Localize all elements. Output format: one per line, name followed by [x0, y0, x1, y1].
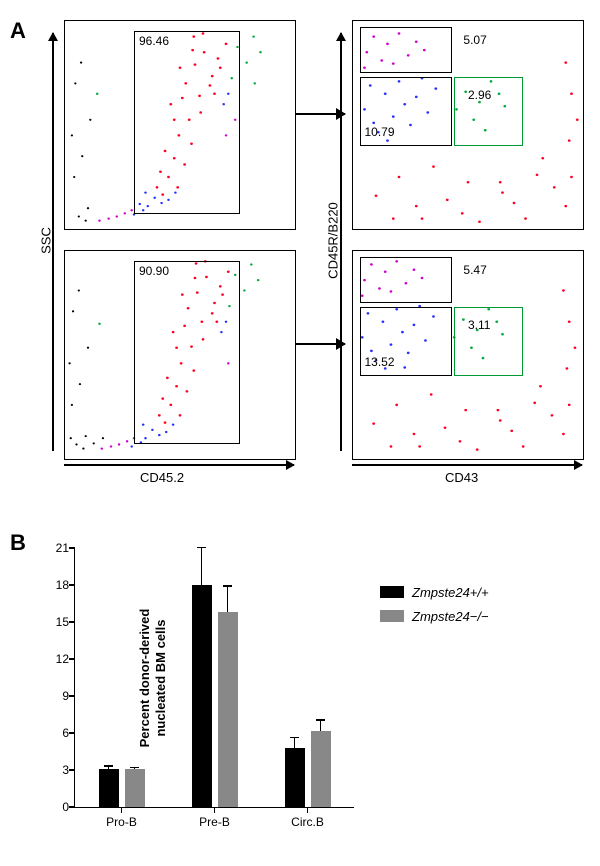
ytick: [69, 769, 75, 771]
panel-a-label: A: [10, 18, 26, 44]
xtick: [121, 807, 123, 813]
panel-a: A SSC CD45R/B220 Donor: Zmpste24−/− Dono…: [10, 18, 590, 508]
legend-swatch-ko: [380, 610, 404, 622]
bar-ko: [125, 769, 145, 807]
facs-plot-bottom-left: 90.90: [64, 250, 296, 460]
legend-swatch-wt: [380, 586, 404, 598]
cd43-axis-label: CD43: [445, 470, 478, 485]
cd43-axis-arrow: [352, 464, 582, 466]
bar-wt: [285, 748, 305, 807]
panel-b: B Percent donor-derived nucleated BM cel…: [10, 530, 590, 845]
legend-row-wt: Zmpste24+/+: [380, 580, 489, 604]
gate-tr-midright-pct: 2.96: [468, 88, 491, 102]
category-label: Circ.B: [291, 815, 324, 829]
bar-chart: Percent donor-derived nucleated BM cells…: [74, 548, 354, 808]
gate-tr-upper: [360, 27, 452, 73]
bar-ko: [311, 731, 331, 807]
bar-wt: [99, 769, 119, 807]
gate-top-left-pct: 96.46: [139, 34, 169, 48]
ytick-label: 3: [49, 763, 69, 777]
ytick-label: 15: [49, 615, 69, 629]
error-bar: [320, 719, 322, 730]
ytick-label: 6: [49, 726, 69, 740]
error-bar: [108, 765, 110, 769]
ytick-label: 0: [49, 800, 69, 814]
error-bar: [227, 585, 229, 612]
ytick-label: 21: [49, 541, 69, 555]
gate-top-left-main: 96.46: [134, 31, 240, 214]
gate-bottom-left-pct: 90.90: [139, 264, 169, 278]
gate-tr-upper-pct: 5.07: [463, 33, 486, 47]
panel-b-label: B: [10, 530, 26, 556]
ytick-label: 18: [49, 578, 69, 592]
category-label: Pro-B: [106, 815, 137, 829]
flow-cytometry-grid: 96.46 5.07 2.96 10.79: [64, 20, 584, 460]
figure-root: A SSC CD45R/B220 Donor: Zmpste24−/− Dono…: [10, 18, 590, 845]
gate-tr-lowerleft-pct: 10.79: [365, 125, 395, 139]
bar-ko: [218, 612, 238, 807]
ytick: [69, 621, 75, 623]
gate-br-upper-pct: 5.47: [463, 263, 486, 277]
ytick: [69, 806, 75, 808]
error-bar: [134, 767, 136, 769]
gate-br-lowerleft-pct: 13.52: [365, 355, 395, 369]
gate-bottom-left-main: 90.90: [134, 261, 240, 444]
ytick: [69, 695, 75, 697]
bar-chart-ylabel-line1: Percent donor-derived: [137, 608, 152, 747]
facs-plot-top-right: 5.07 2.96 10.79: [352, 20, 584, 230]
legend-text-wt: Zmpste24+/+: [412, 585, 489, 600]
category-label: Pre-B: [199, 815, 230, 829]
ytick-label: 9: [49, 689, 69, 703]
bar-chart-legend: Zmpste24+/+ Zmpste24−/−: [380, 580, 489, 628]
cd45-2-axis-arrow: [64, 464, 294, 466]
error-bar: [201, 547, 203, 585]
gate-br-midright-pct: 3.11: [468, 318, 490, 332]
facs-plot-top-left: 96.46: [64, 20, 296, 230]
ytick: [69, 732, 75, 734]
cd45-2-axis-label: CD45.2: [140, 470, 184, 485]
gate-br-upper: [360, 257, 452, 303]
xtick: [307, 807, 309, 813]
ytick-label: 12: [49, 652, 69, 666]
ytick: [69, 547, 75, 549]
legend-text-ko: Zmpste24−/−: [412, 609, 489, 624]
ssc-axis-label: SSC: [39, 221, 54, 261]
ytick: [69, 584, 75, 586]
xtick: [214, 807, 216, 813]
error-bar: [294, 737, 296, 748]
bar-chart-ylabel-line2: nucleated BM cells: [153, 619, 168, 736]
ytick: [69, 658, 75, 660]
bar-wt: [192, 585, 212, 807]
facs-plot-bottom-right: 5.47 3.11 13.52: [352, 250, 584, 460]
legend-row-ko: Zmpste24−/−: [380, 604, 489, 628]
